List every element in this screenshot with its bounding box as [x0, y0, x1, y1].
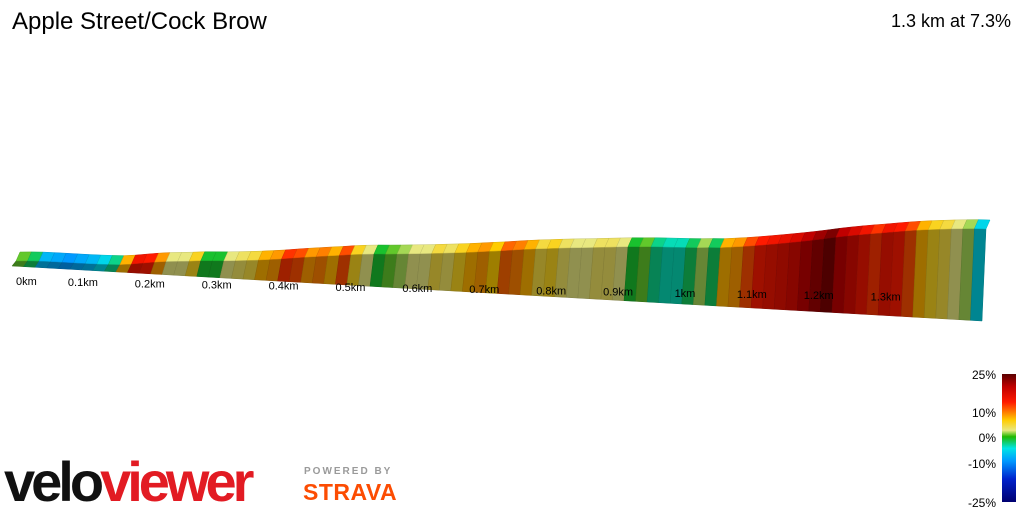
- x-tick-label: 0.1km: [68, 277, 98, 289]
- x-tick-label: 0.6km: [402, 283, 432, 295]
- powered-by-label: POWERED BY: [304, 466, 393, 477]
- x-tick-label: 0.8km: [536, 285, 566, 297]
- x-tick-label: 1.3km: [871, 291, 901, 303]
- x-tick-label: 1.1km: [737, 289, 767, 301]
- logo-velo-text: velo: [4, 450, 104, 513]
- legend-tick-label: 0%: [978, 431, 996, 445]
- x-tick-label: 0.5km: [335, 282, 365, 294]
- logo-viewer-text: viewer: [100, 450, 254, 513]
- legend-tick-label: 10%: [971, 406, 996, 420]
- legend-tick-label: 25%: [971, 368, 996, 382]
- x-tick-label: 1km: [675, 288, 696, 300]
- x-tick-label: 0km: [16, 276, 37, 288]
- segment-title: Apple Street/Cock Brow: [12, 8, 267, 35]
- x-tick-label: 0.7km: [469, 284, 499, 296]
- segment-summary: 1.3 km at 7.3%: [890, 11, 1011, 31]
- legend-tick-label: -10%: [967, 457, 996, 471]
- strava-logo: STRAVA: [303, 479, 398, 505]
- profile-slice-top: [974, 219, 991, 230]
- x-axis-ticks: 0km 0.1km 0.2km 0.3km 0.4km 0.5km 0.6km 0.7km 0.…: [16, 276, 901, 303]
- gradient-colorbar: [1002, 374, 1016, 502]
- gradient-legend: 25% 10% 0% -10% -25%: [940, 368, 1024, 512]
- x-tick-label: 0.2km: [135, 278, 165, 290]
- x-tick-label: 1.2km: [804, 290, 834, 302]
- legend-tick-label: -25%: [967, 496, 996, 510]
- x-tick-label: 0.3km: [202, 280, 232, 292]
- veloviewer-logo: veloviewer: [4, 450, 254, 513]
- profile-slices: [11, 219, 991, 322]
- x-tick-label: 0.9km: [603, 287, 633, 299]
- x-tick-label: 0.4km: [269, 281, 299, 293]
